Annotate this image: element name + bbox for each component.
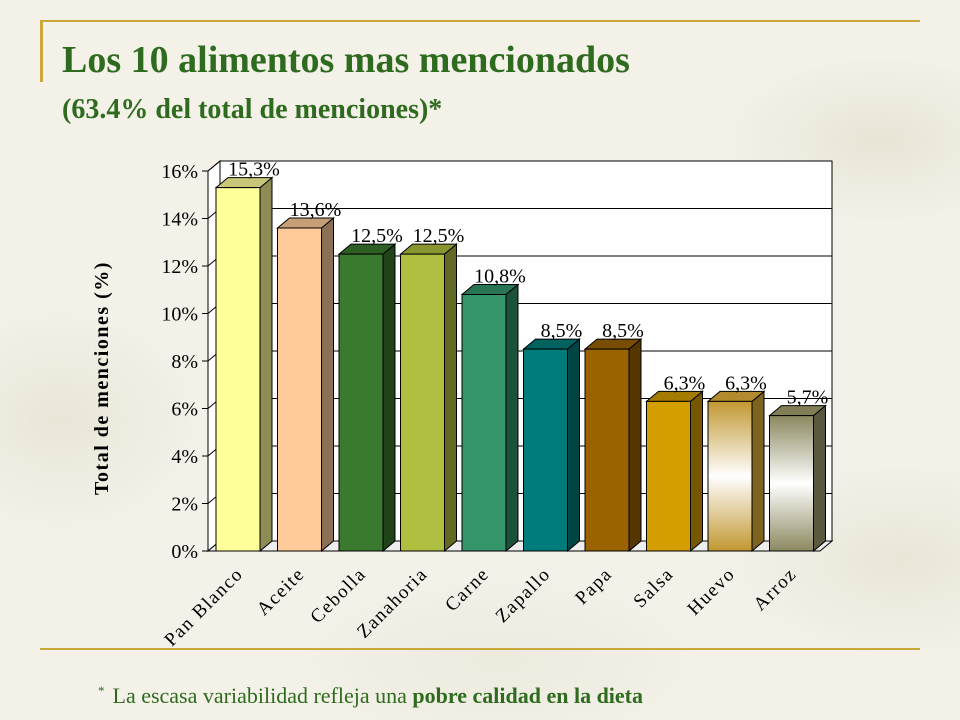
footnote-bold: pobre calidad en la dieta bbox=[412, 683, 644, 708]
bar bbox=[584, 348, 630, 552]
bar-side bbox=[628, 338, 642, 553]
bar-side bbox=[259, 176, 273, 553]
bar-side bbox=[382, 243, 396, 553]
gridline-side bbox=[207, 160, 221, 172]
category-label: Salsa bbox=[630, 564, 679, 613]
bar-side bbox=[751, 390, 765, 553]
data-label: 8,5% bbox=[541, 320, 583, 342]
y-tick-label: 8% bbox=[171, 351, 198, 373]
category-label: Huevo bbox=[684, 564, 740, 620]
y-tick-label: 4% bbox=[171, 446, 198, 468]
data-label: 13,6% bbox=[290, 199, 342, 221]
category-label: Aceite bbox=[253, 564, 309, 620]
data-label: 10,8% bbox=[474, 266, 526, 288]
bar bbox=[461, 294, 507, 552]
category-label: Papa bbox=[571, 564, 616, 609]
category-label: Arroz bbox=[750, 564, 801, 615]
y-tick-label: 16% bbox=[161, 161, 198, 183]
bottom-rule bbox=[40, 648, 920, 650]
bar-side bbox=[813, 404, 826, 553]
data-label: 8,5% bbox=[602, 320, 644, 342]
bar bbox=[277, 227, 322, 552]
data-label: 15,3% bbox=[228, 159, 280, 181]
bar-side bbox=[567, 338, 580, 553]
category-label: Zapallo bbox=[492, 564, 555, 627]
bar bbox=[523, 348, 568, 552]
y-tick-label: 12% bbox=[161, 256, 198, 278]
slide-subtitle: (63.4% del total de menciones)* bbox=[62, 94, 443, 125]
title-accent-bar bbox=[40, 20, 43, 82]
bar-side bbox=[690, 390, 703, 553]
category-label: Carne bbox=[441, 564, 493, 616]
y-tick-label: 6% bbox=[171, 399, 198, 421]
bar bbox=[646, 400, 691, 552]
category-label: Cebolla bbox=[306, 564, 370, 628]
footnote-text: La escasa variabilidad refleja una bbox=[112, 683, 407, 708]
slide-title: Los 10 alimentos mas mencionados bbox=[62, 39, 630, 81]
data-label: 12,5% bbox=[351, 225, 403, 247]
top-rule bbox=[40, 20, 920, 22]
data-label: 6,3% bbox=[664, 372, 706, 394]
bar-side bbox=[444, 243, 457, 553]
y-tick-label: 2% bbox=[171, 494, 198, 516]
data-label: 12,5% bbox=[413, 225, 465, 247]
bar bbox=[707, 400, 753, 552]
y-axis-title: Total de menciones (%) bbox=[91, 261, 113, 495]
bar-chart: 0% 2% 4% 6% 8% 10% 12% 14% 16% Total de menciones… bbox=[91, 159, 834, 651]
y-tick-label: 14% bbox=[161, 209, 198, 231]
category-label: Pan Blanco bbox=[161, 564, 248, 651]
bar-side bbox=[505, 283, 519, 553]
bar bbox=[400, 253, 445, 552]
footnote-star: * bbox=[98, 683, 105, 698]
data-label: 5,7% bbox=[787, 387, 829, 409]
data-label: 6,3% bbox=[725, 372, 767, 394]
bar bbox=[769, 415, 814, 552]
bar-side bbox=[321, 216, 334, 553]
bar bbox=[215, 187, 261, 552]
y-tick-label: 0% bbox=[171, 541, 198, 563]
y-tick-label: 10% bbox=[161, 304, 198, 326]
bar bbox=[338, 253, 384, 552]
footnote: * La escasa variabilidad refleja una pobr… bbox=[98, 683, 643, 709]
